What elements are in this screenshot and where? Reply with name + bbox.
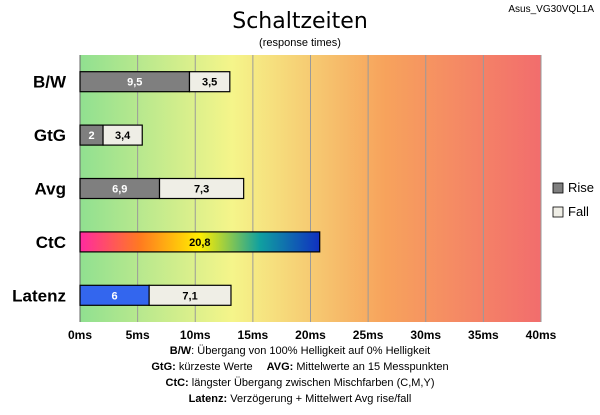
bar-value-label: 9,5 <box>127 77 142 89</box>
x-tick-label: 40ms <box>526 328 557 342</box>
footnotes: B/W: Übergang von 100% Helligkeit auf 0%… <box>151 345 448 405</box>
bar-ctc <box>79 231 321 253</box>
x-axis-ticks: 0ms 5ms 10ms 15ms 20ms 25ms 30ms 35ms 40ms <box>68 328 557 342</box>
x-tick-label: 20ms <box>295 328 326 342</box>
bar-value-label: 7,3 <box>194 184 209 196</box>
x-tick-label: 5ms <box>126 328 150 342</box>
x-tick-label: 30ms <box>410 328 441 342</box>
legend-label-rise: Rise <box>568 180 594 195</box>
footnote-bw: B/W: Übergang von 100% Helligkeit auf 0%… <box>170 345 430 357</box>
footnote-latenz: Latenz: Verzögerung + Mittelwert Avg ris… <box>189 393 412 405</box>
bar-value-label: 6,9 <box>112 184 127 196</box>
legend-swatch-rise <box>552 182 564 194</box>
x-tick-label: 25ms <box>353 328 384 342</box>
bar-value-label: 20,8 <box>189 237 210 249</box>
category-labels: B/W GtG Avg CtC Latenz <box>12 73 67 306</box>
category-label: Latenz <box>12 286 66 305</box>
chart-title: Schaltzeiten <box>232 9 368 34</box>
monitor-model-label: Asus_VG30VQL1A <box>508 4 594 15</box>
category-label: CtC <box>36 233 66 252</box>
bar-value-labels: 9,5 3,5 2 3,4 6,9 7,3 20,8 6 7,1 <box>88 77 217 303</box>
bar-fall <box>188 71 231 93</box>
x-tick-label: 0ms <box>68 328 92 342</box>
x-tick-label: 35ms <box>468 328 499 342</box>
category-label: Avg <box>35 180 67 199</box>
bar-value-label: 6 <box>112 290 118 302</box>
chart-subtitle: (response times) <box>259 37 341 49</box>
legend: Rise Fall <box>552 180 594 219</box>
category-label: B/W <box>33 73 67 92</box>
footnote-gtg-avg: GtG: kürzeste Werte AVG: Mittelwerte an 1… <box>151 361 448 373</box>
bars <box>79 71 321 306</box>
bar-value-label: 7,1 <box>182 290 197 302</box>
bar-fall <box>102 124 143 146</box>
bar-fall <box>148 284 232 306</box>
x-tick-label: 10ms <box>180 328 211 342</box>
bar-fall <box>158 177 245 200</box>
bar-value-label: 3,4 <box>115 130 131 142</box>
category-label: GtG <box>34 126 66 145</box>
legend-label-fall: Fall <box>568 204 589 219</box>
legend-swatch-fall <box>552 206 564 218</box>
footnote-ctc: CtC: längster Übergang zwischen Mischfar… <box>166 377 435 389</box>
bar-value-label: 3,5 <box>202 77 217 89</box>
bar-value-label: 2 <box>88 130 94 142</box>
x-tick-label: 15ms <box>238 328 269 342</box>
